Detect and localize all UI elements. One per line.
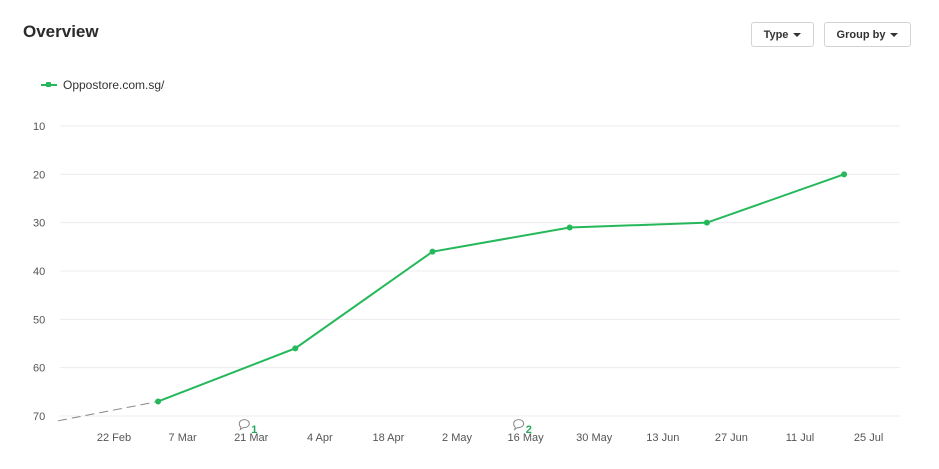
chart-legend[interactable]: Oppostore.com.sg/ <box>41 78 164 92</box>
y-tick-label: 40 <box>33 266 45 278</box>
x-tick-label: 25 Jul <box>854 432 883 444</box>
series-line <box>157 173 845 403</box>
caret-down-icon <box>793 32 802 37</box>
comment-icon <box>513 419 525 431</box>
data-point[interactable] <box>566 224 573 231</box>
annotation-marker[interactable]: 1 <box>238 419 257 436</box>
y-tick-label: 70 <box>33 411 45 423</box>
y-axis-ticks: 10 20 30 40 50 60 70 <box>33 121 45 423</box>
y-tick-label: 10 <box>33 121 45 133</box>
x-tick-label: 30 May <box>576 432 613 444</box>
data-point[interactable] <box>292 345 299 352</box>
series-group <box>57 171 848 422</box>
y-tick-label: 20 <box>33 169 45 181</box>
annotation-marker[interactable]: 2 <box>513 419 532 436</box>
y-tick-label: 30 <box>33 218 45 230</box>
x-tick-label: 2 May <box>442 432 472 444</box>
x-tick-label: 18 Apr <box>372 432 404 444</box>
x-tick-label: 21 Mar <box>234 432 269 444</box>
annotation-count: 1 <box>251 424 257 436</box>
legend-label: Oppostore.com.sg/ <box>63 78 165 92</box>
legend-line-icon <box>41 81 57 89</box>
type-button-label: Type <box>763 28 789 41</box>
grid-lines <box>60 125 900 417</box>
x-tick-label: 13 Jun <box>646 432 679 444</box>
x-tick-label: 27 Jun <box>715 432 748 444</box>
x-tick-label: 4 Apr <box>307 432 333 444</box>
x-tick-label: 11 Jul <box>786 432 815 444</box>
x-tick-label: 16 May <box>508 432 545 444</box>
data-point[interactable] <box>155 398 162 405</box>
group-by-button-label: Group by <box>836 28 886 41</box>
group-by-dropdown-button[interactable]: Group by <box>824 22 911 47</box>
x-tick-label: 7 Mar <box>169 432 197 444</box>
y-tick-label: 60 <box>33 363 45 375</box>
y-tick-label: 50 <box>33 314 45 326</box>
data-point[interactable] <box>703 219 710 226</box>
page-title: Overview <box>23 22 99 41</box>
data-point[interactable] <box>429 248 436 255</box>
annotation-count: 2 <box>526 424 532 436</box>
type-dropdown-button[interactable]: Type <box>751 22 814 47</box>
data-point[interactable] <box>841 171 848 178</box>
x-tick-label: 22 Feb <box>97 432 131 444</box>
caret-down-icon <box>890 32 899 37</box>
comment-icon <box>238 419 250 431</box>
series-lead-in-line <box>57 400 159 422</box>
x-axis-ticks: 22 Feb 7 Mar 21 Mar 4 Apr 18 Apr 2 May 16 May 3… <box>97 432 883 444</box>
